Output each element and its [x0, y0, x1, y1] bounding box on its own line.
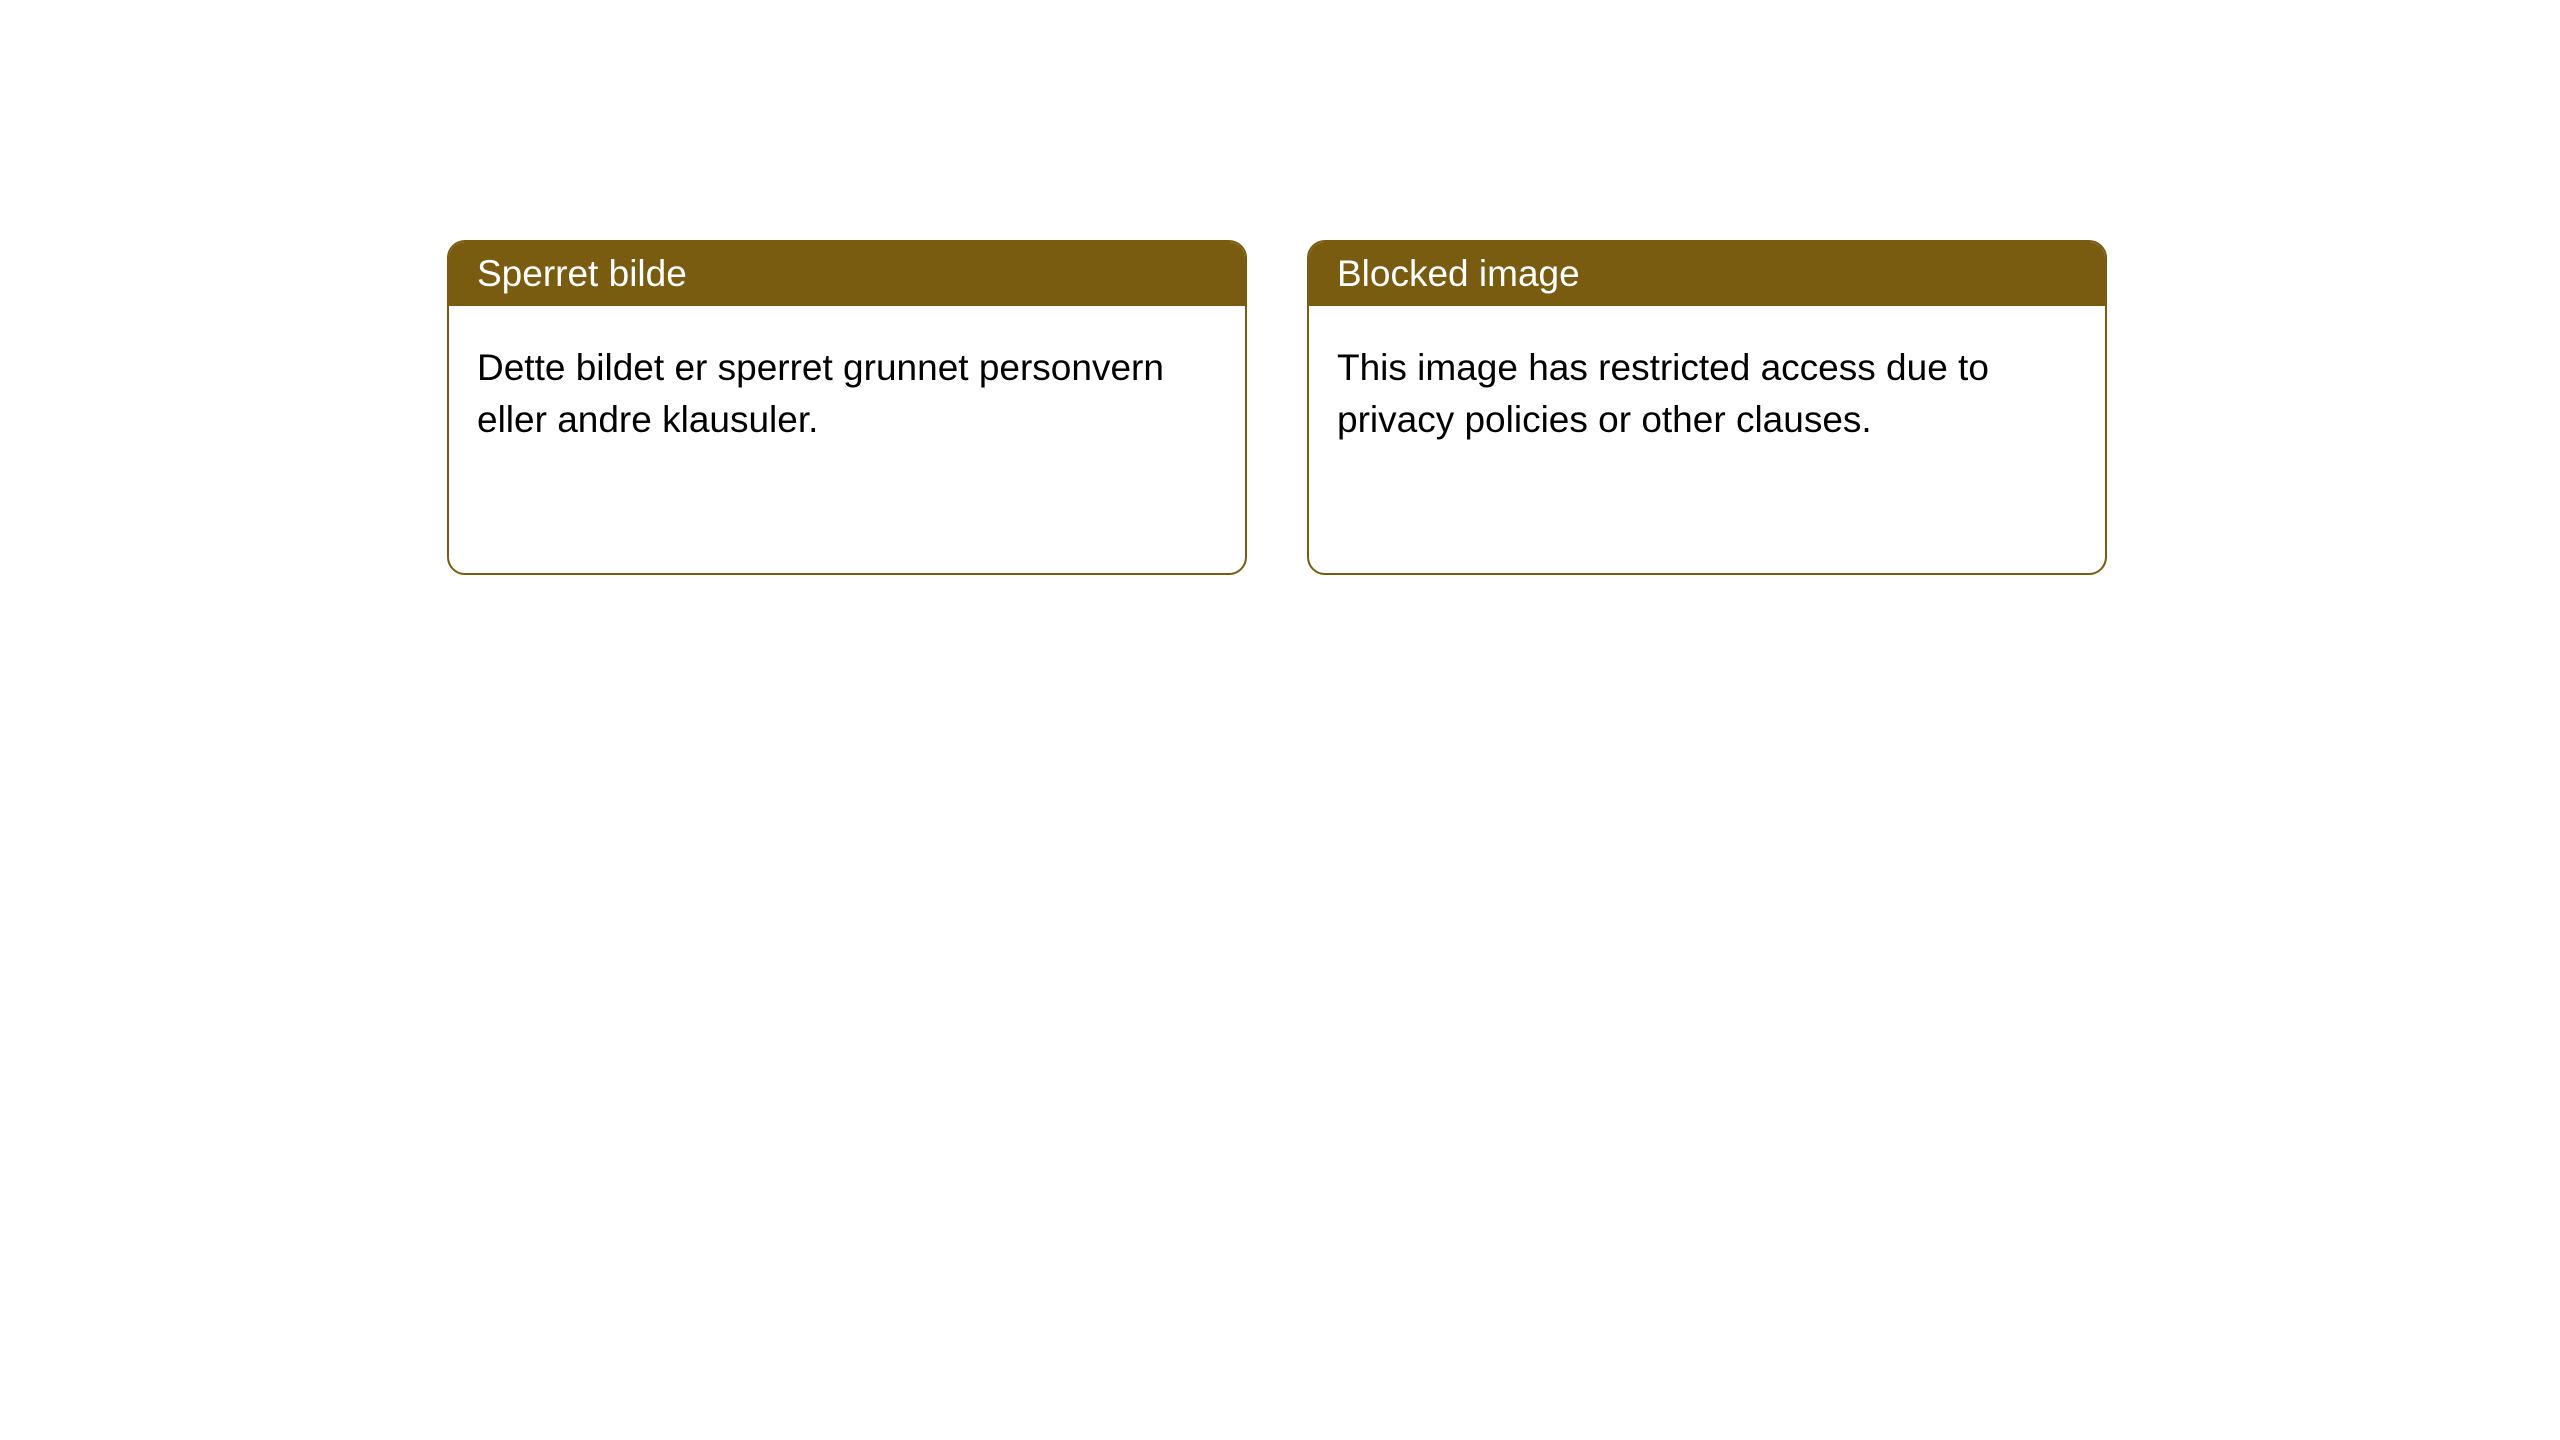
blocked-image-card-english: Blocked image This image has restricted … — [1307, 240, 2107, 575]
card-body: This image has restricted access due to … — [1309, 306, 2105, 482]
blocked-image-card-norwegian: Sperret bilde Dette bildet er sperret gr… — [447, 240, 1247, 575]
card-header: Sperret bilde — [449, 242, 1245, 306]
card-header: Blocked image — [1309, 242, 2105, 306]
blocked-image-cards: Sperret bilde Dette bildet er sperret gr… — [447, 240, 2560, 575]
card-body: Dette bildet er sperret grunnet personve… — [449, 306, 1245, 482]
